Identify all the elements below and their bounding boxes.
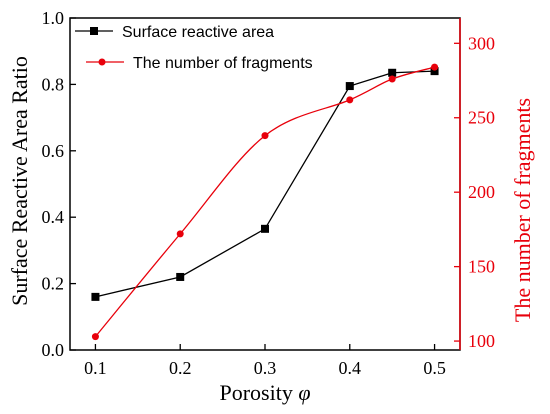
y-right-tick-label: 150	[468, 257, 495, 277]
legend-label-surface-reactive-area: Surface reactive area	[122, 24, 274, 41]
data-point-surface-reactive-area	[176, 272, 185, 281]
series-line-surface-reactive-area	[95, 70, 435, 298]
y-left-tick-label: 0.0	[42, 340, 65, 360]
data-point-number-of-fragments	[91, 333, 99, 341]
y-left-tick-label: 1.0	[42, 8, 65, 28]
x-axis-title-symbol: φ	[298, 380, 310, 405]
right-axis: 100 150 200 250 300	[454, 33, 495, 351]
y-axis-right-title: The number of fragments	[510, 98, 535, 322]
y-left-tick-label: 0.4	[42, 207, 65, 227]
data-point-surface-reactive-area	[261, 224, 269, 233]
data-point-number-of-fragments	[261, 132, 269, 140]
data-point-surface-reactive-area	[345, 82, 354, 91]
legend-marker-number-of-fragments	[98, 58, 106, 66]
series-number-of-fragments	[91, 63, 439, 341]
data-point-surface-reactive-area	[388, 68, 397, 77]
series-line-number-of-fragments	[94, 66, 435, 338]
legend: Surface reactive area The number of frag…	[75, 24, 313, 72]
y-right-tick-label: 300	[468, 33, 495, 53]
data-point-number-of-fragments	[176, 230, 184, 238]
data-point-number-of-fragments	[431, 63, 439, 71]
left-axis: 0.0 0.2 0.4 0.6 0.8 1.0	[42, 8, 76, 360]
legend-marker-surface-reactive-area	[90, 27, 98, 35]
x-tick-label: 0.1	[84, 358, 107, 378]
series-surface-reactive-area	[91, 67, 439, 301]
data-point-number-of-fragments	[388, 75, 396, 83]
x-tick-label: 0.3	[254, 358, 277, 378]
y-left-tick-label: 0.2	[42, 274, 65, 294]
x-tick-label: 0.2	[169, 358, 192, 378]
data-point-number-of-fragments	[346, 96, 354, 104]
x-axis-title: Porosity φ	[219, 380, 310, 405]
x-tick-label: 0.4	[339, 358, 362, 378]
legend-entry-surface-reactive-area: Surface reactive area	[75, 24, 274, 41]
x-axis-title-text: Porosity	[219, 380, 298, 405]
data-point-surface-reactive-area	[430, 67, 439, 76]
y-left-tick-label: 0.6	[42, 141, 65, 161]
y-right-tick-label: 200	[468, 182, 495, 202]
series-layer	[91, 63, 439, 341]
y-right-tick-label: 100	[468, 331, 495, 351]
legend-label-number-of-fragments: The number of fragments	[133, 55, 313, 72]
legend-entry-number-of-fragments: The number of fragments	[86, 55, 313, 72]
y-axis-left-title: Surface Reactive Area Ratio	[7, 56, 32, 306]
data-point-surface-reactive-area	[91, 292, 100, 301]
x-tick-label: 0.5	[423, 358, 446, 378]
x-axis: 0.1 0.2 0.3 0.4 0.5	[84, 344, 446, 378]
y-right-tick-label: 250	[468, 108, 495, 128]
y-left-tick-label: 0.8	[42, 74, 65, 94]
